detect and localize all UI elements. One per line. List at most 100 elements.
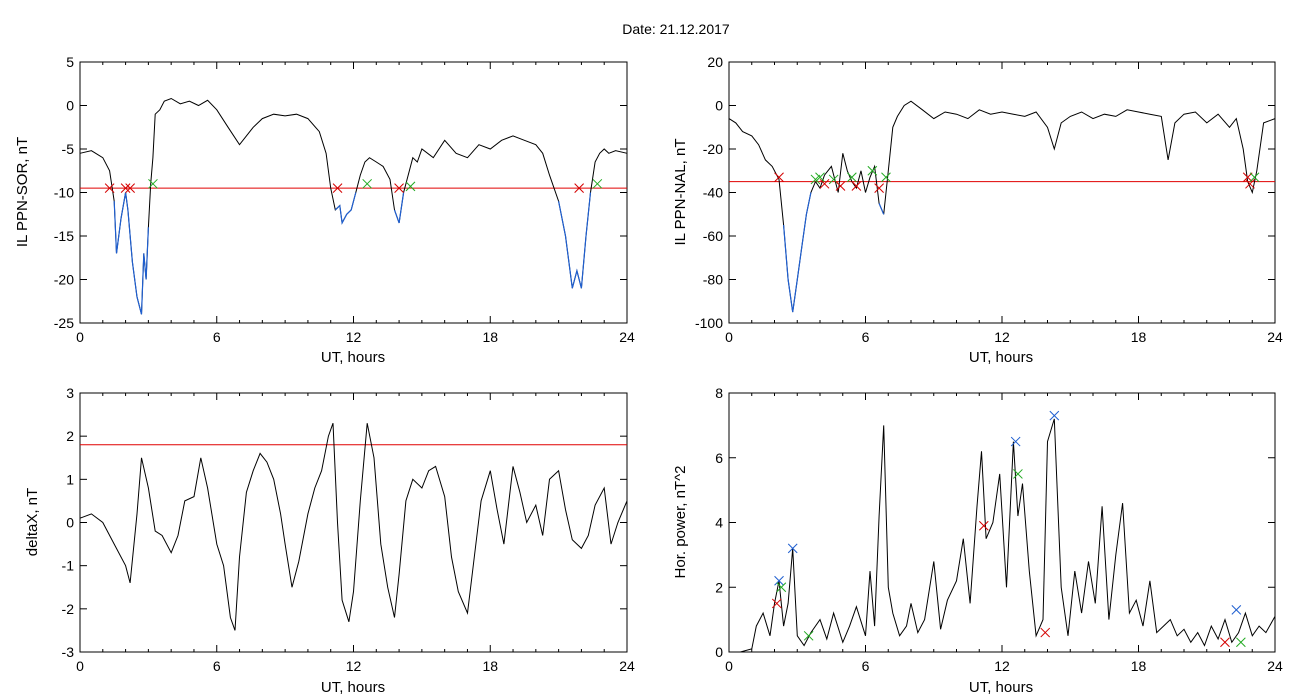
below-threshold-trace bbox=[334, 192, 357, 225]
x-axis-label: UT, hours bbox=[969, 679, 1033, 696]
marker-stroke bbox=[771, 598, 782, 609]
marker-stroke bbox=[835, 181, 846, 191]
marker-stroke bbox=[104, 183, 115, 194]
marker-stroke bbox=[1249, 172, 1260, 183]
y-tick-label: 2 bbox=[715, 579, 723, 595]
x-axis-label: UT, hours bbox=[321, 349, 385, 366]
event-marker bbox=[851, 181, 862, 191]
event-marker bbox=[846, 172, 857, 183]
figure-date-title: Date: 21.12.2017 bbox=[622, 21, 730, 37]
x-tick-label: 24 bbox=[619, 658, 635, 674]
event-marker bbox=[125, 183, 135, 194]
event-marker bbox=[867, 165, 878, 176]
x-tick-label: 6 bbox=[213, 329, 221, 345]
y-tick-label: -5 bbox=[62, 141, 75, 157]
y-tick-label: -20 bbox=[54, 272, 74, 288]
event-marker bbox=[1013, 469, 1023, 479]
y-axis-label: Hor. power, nT^2 bbox=[672, 466, 689, 579]
panel-ppn-nal: UT, hours IL PPN-NAL, nT 0 6 12 18 24 20 0 -20 -… bbox=[672, 54, 1283, 366]
panel-horizontal-power: UT, hours Hor. power, nT^2 0 6 12 18 24 8 6 4 2 0 bbox=[672, 385, 1283, 696]
y-tick-label: -60 bbox=[703, 228, 723, 244]
event-marker bbox=[771, 598, 782, 609]
y-tick-label: -2 bbox=[62, 601, 75, 617]
y-tick-label: 20 bbox=[707, 54, 723, 70]
y-tick-label: -1 bbox=[62, 558, 75, 574]
marker-stroke bbox=[776, 582, 787, 593]
y-tick-label: 2 bbox=[66, 428, 74, 444]
marker-stroke bbox=[787, 543, 798, 554]
x-tick-label: 0 bbox=[725, 658, 733, 674]
series-line bbox=[728, 100, 1276, 313]
x-tick-label: 24 bbox=[1267, 658, 1283, 674]
marker-stroke bbox=[394, 183, 404, 194]
y-tick-label: 4 bbox=[715, 515, 723, 531]
event-marker bbox=[332, 183, 343, 194]
event-marker bbox=[1049, 410, 1060, 421]
marker-stroke bbox=[978, 520, 989, 531]
event-marker bbox=[405, 181, 416, 192]
event-marker bbox=[592, 178, 603, 189]
marker-stroke bbox=[1220, 637, 1230, 648]
event-marker bbox=[1220, 637, 1230, 648]
x-tick-label: 12 bbox=[994, 658, 1010, 674]
marker-stroke bbox=[125, 183, 135, 194]
marker-stroke bbox=[148, 178, 158, 189]
x-tick-label: 12 bbox=[346, 329, 362, 345]
marker-stroke bbox=[362, 178, 373, 189]
x-axis-label: UT, hours bbox=[969, 349, 1033, 366]
y-tick-label: -3 bbox=[62, 644, 75, 660]
x-tick-label: 18 bbox=[1131, 329, 1147, 345]
y-tick-label: 0 bbox=[66, 98, 74, 114]
y-tick-label: 3 bbox=[66, 385, 74, 401]
x-tick-label: 0 bbox=[76, 329, 84, 345]
event-marker bbox=[1249, 172, 1260, 183]
x-tick-label: 6 bbox=[862, 329, 870, 345]
marker-stroke bbox=[332, 183, 343, 194]
marker-stroke bbox=[1236, 637, 1246, 648]
y-tick-label: 1 bbox=[66, 471, 74, 487]
marker-stroke bbox=[1242, 172, 1253, 183]
event-marker bbox=[978, 520, 989, 531]
y-axis-label: IL PPN-SOR, nT bbox=[14, 137, 31, 247]
x-axis-label: UT, hours bbox=[321, 679, 385, 696]
y-tick-label: 8 bbox=[715, 385, 723, 401]
marker-stroke bbox=[1040, 627, 1051, 638]
marker-stroke bbox=[815, 172, 825, 183]
marker-stroke bbox=[774, 575, 784, 586]
event-marker bbox=[774, 575, 784, 586]
marker-stroke bbox=[405, 181, 416, 192]
below-threshold-trace bbox=[558, 192, 592, 289]
event-marker bbox=[394, 183, 404, 194]
event-marker bbox=[819, 178, 830, 189]
y-tick-label: 6 bbox=[715, 450, 723, 466]
marker-stroke bbox=[774, 172, 784, 183]
event-marker bbox=[574, 183, 584, 194]
series-line bbox=[729, 418, 1276, 653]
y-tick-label: 0 bbox=[715, 98, 723, 114]
marker-stroke bbox=[851, 181, 862, 191]
marker-stroke bbox=[1231, 605, 1242, 615]
event-marker bbox=[1010, 436, 1021, 447]
x-tick-label: 24 bbox=[619, 329, 635, 345]
y-tick-label: -20 bbox=[703, 141, 723, 157]
plot-frame bbox=[79, 61, 628, 324]
x-tick-label: 18 bbox=[482, 329, 498, 345]
below-threshold-trace bbox=[783, 192, 812, 313]
event-marker bbox=[1231, 605, 1242, 615]
event-marker bbox=[104, 183, 115, 194]
panel-deltax: UT, hours deltaX, nT 0 6 12 18 24 3 2 1 0 -1 -2 -3 bbox=[24, 385, 635, 696]
x-tick-label: 0 bbox=[725, 329, 733, 345]
marker-stroke bbox=[592, 178, 603, 189]
marker-stroke bbox=[819, 178, 830, 189]
y-tick-label: -15 bbox=[54, 228, 74, 244]
marker-stroke bbox=[874, 183, 885, 194]
y-tick-label: -10 bbox=[54, 185, 74, 201]
event-marker bbox=[815, 172, 825, 183]
x-tick-label: 12 bbox=[346, 658, 362, 674]
y-tick-label: -80 bbox=[703, 272, 723, 288]
y-tick-label: 0 bbox=[66, 515, 74, 531]
event-marker bbox=[774, 172, 784, 183]
x-tick-label: 6 bbox=[862, 658, 870, 674]
series-line bbox=[79, 97, 628, 315]
